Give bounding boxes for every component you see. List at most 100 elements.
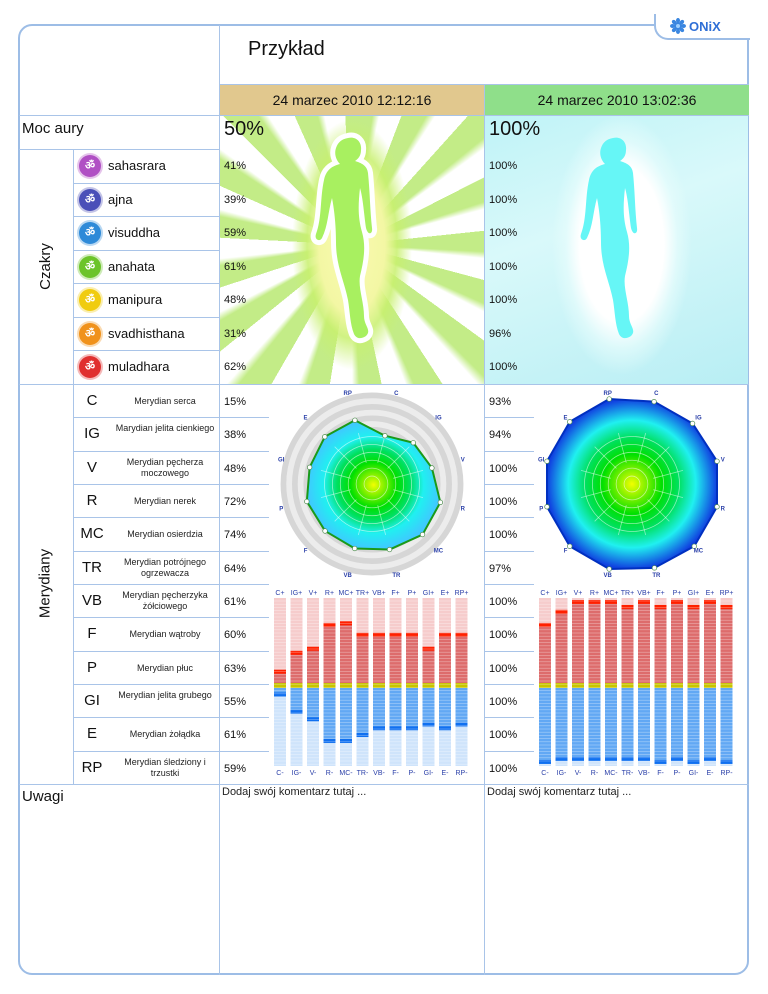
- radar-grid-ring: [324, 436, 420, 532]
- bar-baseline: [720, 683, 733, 688]
- meridian-code: R: [86, 492, 98, 509]
- bar-yang-cap: [605, 600, 617, 604]
- meridian-name: Merydian pęcherza moczowego: [126, 457, 204, 478]
- bar-bottom-label: IG-: [557, 770, 567, 777]
- bar-yang: [605, 601, 617, 683]
- radar-point: [410, 440, 416, 446]
- chakra-value: 100%: [489, 294, 518, 306]
- meridian-value: 64%: [224, 563, 247, 575]
- bar-baseline: [539, 683, 551, 688]
- row-divider: [219, 617, 269, 618]
- bar-yang-cap: [671, 600, 683, 604]
- row-divider: [484, 484, 534, 485]
- bar-yin-cap: [406, 726, 418, 731]
- bar-bottom-label: VB-: [638, 770, 650, 777]
- column-divider: [219, 25, 220, 975]
- chakra-value: 31%: [224, 328, 247, 340]
- radar-axis: [647, 499, 670, 522]
- bar-yin: [638, 688, 650, 760]
- row-divider: [73, 350, 219, 351]
- radar-axis-label: R: [721, 506, 726, 512]
- bar-baseline: [439, 683, 451, 688]
- radar-axis: [320, 469, 351, 479]
- row-divider: [219, 417, 269, 418]
- bar-yang-cap: [704, 600, 716, 604]
- bar-top-label: GI+: [423, 590, 434, 597]
- radar-point: [352, 545, 358, 552]
- meridian-code: F: [87, 625, 97, 642]
- radar-axis: [594, 446, 617, 469]
- bar-yin-cap: [638, 757, 650, 761]
- row-divider: [219, 451, 269, 452]
- meridian-code: MC: [80, 525, 104, 542]
- bar-baseline: [638, 683, 650, 688]
- radar-axis: [320, 489, 351, 499]
- radar-ring: [297, 409, 447, 559]
- chakra-value: 39%: [224, 194, 247, 206]
- meridian-name: Marydian jelita cienkiego: [115, 423, 215, 433]
- comment-field-session-1[interactable]: Dodaj swój komentarz tutaj ...: [222, 786, 367, 798]
- bar-yin: [588, 688, 601, 760]
- radar-point: [429, 465, 435, 471]
- bar-bottom-label: F-: [392, 770, 399, 777]
- meridian-name: Merydian wątroby: [129, 629, 201, 639]
- bar-yang: [638, 601, 650, 683]
- bar-yin: [720, 688, 733, 763]
- bar-bottom-label: P-: [674, 770, 682, 777]
- radar-grid-ring: [355, 467, 389, 501]
- bar-bottom-label: P-: [409, 770, 417, 777]
- chakra-name: muladhara: [108, 359, 170, 374]
- row-divider: [73, 651, 219, 652]
- bar-yang-cap: [539, 622, 551, 627]
- row-divider: [484, 417, 534, 418]
- bar-bottom-label: E-: [442, 770, 450, 777]
- bar-bottom-label: R-: [591, 770, 599, 777]
- bar-top-label: C+: [540, 590, 549, 597]
- comment-field-session-2[interactable]: Dodaj swój komentarz tutaj ...: [487, 786, 632, 798]
- radar-point: [606, 396, 612, 402]
- bar-top-label: E+: [441, 590, 450, 597]
- bar-yin-bg: [274, 688, 286, 766]
- meridian-radar-chart-session-2: C IG V R MC TR VB F P GI E RP: [538, 391, 726, 579]
- bar-bottom-label: V-: [310, 770, 317, 777]
- chakra-row: ॐ visuddha: [74, 216, 220, 249]
- meridian-code: V: [86, 459, 97, 476]
- radar-point: [567, 419, 573, 425]
- row-divider: [73, 250, 219, 251]
- bar-yang: [340, 622, 352, 683]
- chakra-row: ॐ anahata: [74, 250, 220, 283]
- chakra-name: ajna: [108, 192, 133, 207]
- radar-axis-label: R: [461, 506, 466, 512]
- row-divider: [73, 717, 219, 718]
- bar-yin-cap: [671, 757, 683, 761]
- chakra-name: svadhisthana: [108, 326, 185, 341]
- bar-yang-cap: [373, 632, 385, 637]
- row-divider: [484, 617, 534, 618]
- meridian-code: C: [86, 392, 98, 409]
- radar-axis-label: P: [539, 506, 543, 512]
- radar-axis-label: TR: [392, 573, 401, 579]
- bar-baseline: [406, 683, 418, 688]
- bar-yin: [422, 688, 435, 726]
- radar-point: [651, 399, 657, 405]
- bar-yin-cap: [720, 760, 733, 764]
- bar-top-label: P+: [408, 590, 417, 597]
- radar-axis-label: GI: [538, 458, 545, 464]
- row-divider: [484, 684, 534, 685]
- chakra-value: 62%: [224, 361, 247, 373]
- radar-point: [651, 565, 658, 571]
- bar-baseline: [621, 683, 634, 688]
- radar-point: [386, 546, 393, 553]
- bar-yin: [307, 688, 319, 721]
- radar-point: [304, 498, 310, 505]
- bar-bottom-label: IG-: [292, 770, 302, 777]
- meridian-value: 63%: [224, 663, 247, 675]
- meridian-name: Merydian żołądka: [129, 729, 201, 739]
- bar-top-label: RP+: [720, 590, 734, 597]
- bar-yin-cap: [539, 760, 551, 764]
- row-divider: [73, 617, 219, 618]
- svadhisthana-icon: ॐ: [79, 322, 101, 345]
- bar-yang-cap: [422, 646, 435, 651]
- radar-grid-ring: [347, 459, 397, 509]
- radar-grid-ring: [599, 451, 665, 517]
